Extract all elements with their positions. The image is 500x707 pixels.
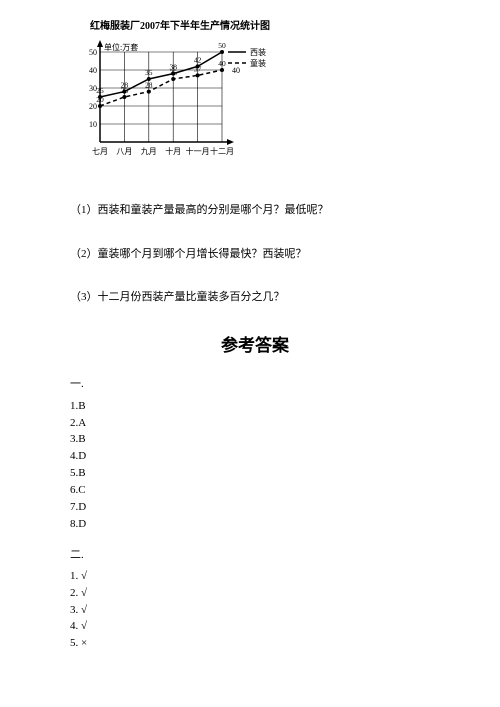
answer-item: 7.D xyxy=(70,500,440,515)
svg-text:西装: 西装 xyxy=(250,47,266,57)
svg-text:35: 35 xyxy=(145,68,153,77)
answer-item: 4. √ xyxy=(70,619,440,634)
answer-item: 5. × xyxy=(70,636,440,651)
question-3: （3）十二月份西装产量比童装多百分之几？ xyxy=(70,290,440,305)
svg-text:25: 25 xyxy=(121,86,129,95)
line-chart: 1020304050单位:万套七月八月九月十月十一月十二月25283538425… xyxy=(70,38,270,168)
chart-title: 红梅服装厂2007年下半年生产情况统计图 xyxy=(90,20,440,34)
svg-text:单位:万套: 单位:万套 xyxy=(104,42,138,52)
svg-text:50: 50 xyxy=(218,41,226,50)
answer-item: 8.D xyxy=(70,517,440,532)
section-2-head: 二. xyxy=(70,548,440,563)
answer-item: 4.D xyxy=(70,449,440,464)
answer-item: 6.C xyxy=(70,483,440,498)
svg-text:童装: 童装 xyxy=(250,58,266,68)
svg-text:九月: 九月 xyxy=(141,147,157,156)
svg-text:十二月: 十二月 xyxy=(210,146,234,156)
svg-text:七月: 七月 xyxy=(92,147,108,156)
svg-text:40: 40 xyxy=(218,59,226,68)
question-2: （2）童装哪个月到哪个月增长得最快？西装呢？ xyxy=(70,247,440,262)
answer-item: 3.B xyxy=(70,432,440,447)
answer-item: 2. √ xyxy=(70,586,440,601)
svg-text:40: 40 xyxy=(89,66,97,75)
svg-text:37: 37 xyxy=(194,64,202,73)
chart-block: 红梅服装厂2007年下半年生产情况统计图 1020304050单位:万套七月八月… xyxy=(70,20,440,173)
svg-text:35: 35 xyxy=(169,68,177,77)
svg-text:十月: 十月 xyxy=(165,146,181,156)
svg-text:20: 20 xyxy=(96,95,104,104)
answer-item: 2.A xyxy=(70,416,440,431)
svg-text:25: 25 xyxy=(96,86,104,95)
questions-block: （1）西装和童装产量最高的分别是哪个月？最低呢？ （2）童装哪个月到哪个月增长得… xyxy=(70,203,440,305)
answer-item: 5.B xyxy=(70,466,440,481)
svg-text:十一月: 十一月 xyxy=(186,146,210,156)
answer-item: 1. √ xyxy=(70,569,440,584)
svg-text:八月: 八月 xyxy=(116,147,132,156)
svg-text:10: 10 xyxy=(89,120,97,129)
svg-text:40: 40 xyxy=(232,66,240,75)
answer-item: 3. √ xyxy=(70,603,440,618)
answers-title: 参考答案 xyxy=(70,334,440,358)
answer-item: 1.B xyxy=(70,399,440,414)
svg-text:50: 50 xyxy=(89,48,97,57)
svg-text:28: 28 xyxy=(145,81,153,90)
svg-text:42: 42 xyxy=(194,55,202,64)
section-2-answers: 1. √ 2. √ 3. √4. √ 5. × xyxy=(70,569,440,651)
question-1: （1）西装和童装产量最高的分别是哪个月？最低呢？ xyxy=(70,203,440,218)
section-1-head: 一. xyxy=(70,377,440,392)
section-1-answers: 1.B 2.A3.B 4.D 5.B 6.C 7.D 8.D xyxy=(70,399,440,532)
